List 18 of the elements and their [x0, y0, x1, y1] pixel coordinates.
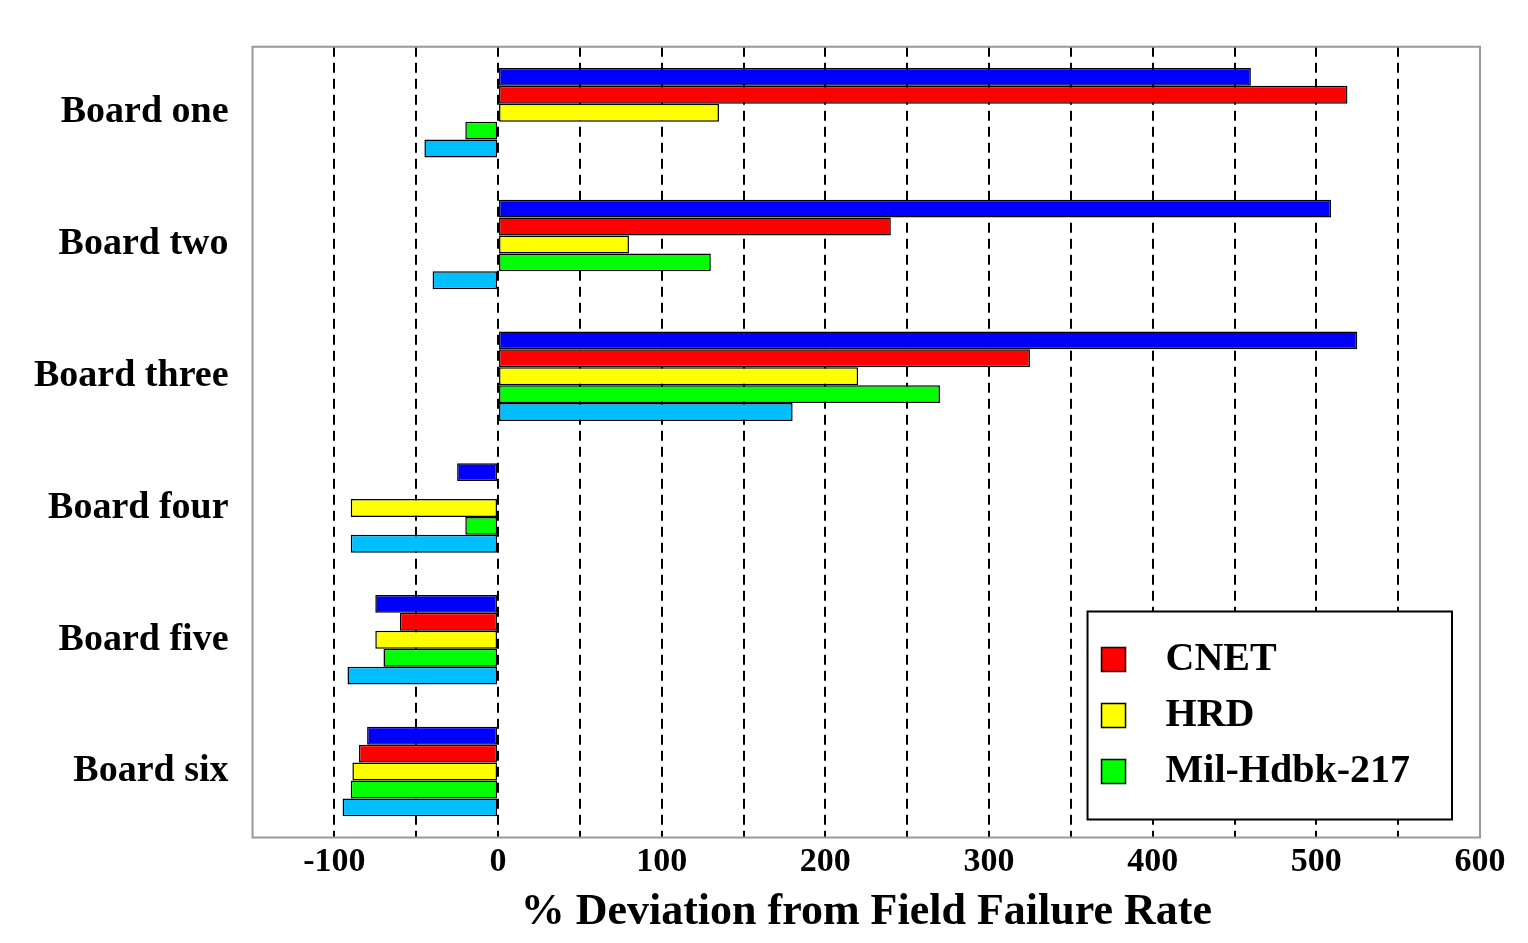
x-tick-label: 0 [489, 840, 507, 878]
x-tick-label: 400 [1127, 840, 1179, 878]
x-tick-label: 200 [799, 840, 851, 878]
legend-label: CNET [1165, 633, 1277, 679]
y-tick-label: Board two [58, 220, 229, 263]
y-tick-label: Board three [34, 352, 229, 395]
legend-label: Mil-Hdbk-217 [1165, 745, 1411, 791]
x-axis-title: % Deviation from Field Failure Rate [520, 884, 1212, 934]
x-tick-label: 500 [1290, 840, 1342, 878]
y-tick-label: Board four [48, 483, 229, 526]
x-tick-label: 600 [1454, 840, 1506, 878]
y-tick-label: Board five [58, 615, 229, 658]
legend-label: HRD [1165, 689, 1255, 735]
y-tick-label: Board one [60, 88, 229, 131]
x-tick-label: 300 [963, 840, 1015, 878]
y-tick-label: Board six [73, 747, 229, 790]
x-tick-label: 100 [636, 840, 688, 878]
x-tick-label: -100 [303, 840, 366, 878]
